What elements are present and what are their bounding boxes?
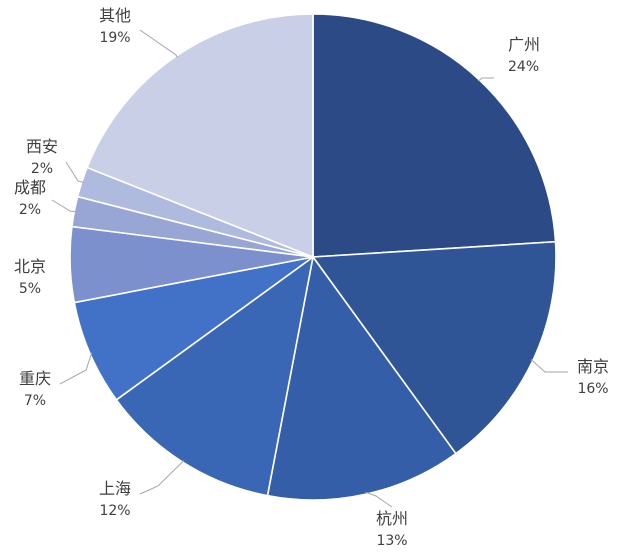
slice-name-label-7: 成都 — [14, 178, 46, 197]
slice-percent-label-4: 12% — [99, 503, 130, 519]
slice-name-label-2: 南京 — [577, 357, 609, 376]
slice-name-label-3: 杭州 — [376, 509, 408, 528]
slice-name-label-6: 北京 — [14, 257, 46, 276]
leader-line-3 — [365, 491, 393, 508]
leader-line-8 — [65, 161, 84, 183]
slice-name-label-8: 西安 — [26, 137, 58, 156]
slice-percent-label-8: 2% — [31, 161, 53, 177]
pie-slice-3 — [266, 255, 457, 501]
pie-slice-2 — [311, 240, 557, 455]
slice-name-label-4: 上海 — [99, 479, 131, 498]
slice-name-label-9: 其他 — [99, 6, 131, 25]
leader-line-5 — [59, 352, 93, 385]
slice-percent-label-6: 5% — [19, 281, 41, 297]
leader-line-2 — [530, 359, 568, 373]
slice-percent-label-9: 19% — [99, 30, 130, 46]
slice-percent-label-2: 16% — [577, 381, 608, 397]
leader-line-4 — [139, 460, 185, 495]
leader-line-7 — [51, 199, 77, 213]
pie-slice-5 — [73, 256, 314, 401]
slice-name-label-5: 重庆 — [19, 369, 51, 388]
slice-percent-label-3: 13% — [376, 533, 407, 549]
slice-percent-label-7: 2% — [19, 202, 41, 218]
leader-line-1 — [477, 77, 494, 82]
leader-line-9 — [139, 29, 178, 58]
slice-percent-label-5: 7% — [24, 393, 46, 409]
slice-name-label-1: 广州 — [508, 35, 540, 54]
slice-percent-label-1: 24% — [508, 59, 539, 75]
